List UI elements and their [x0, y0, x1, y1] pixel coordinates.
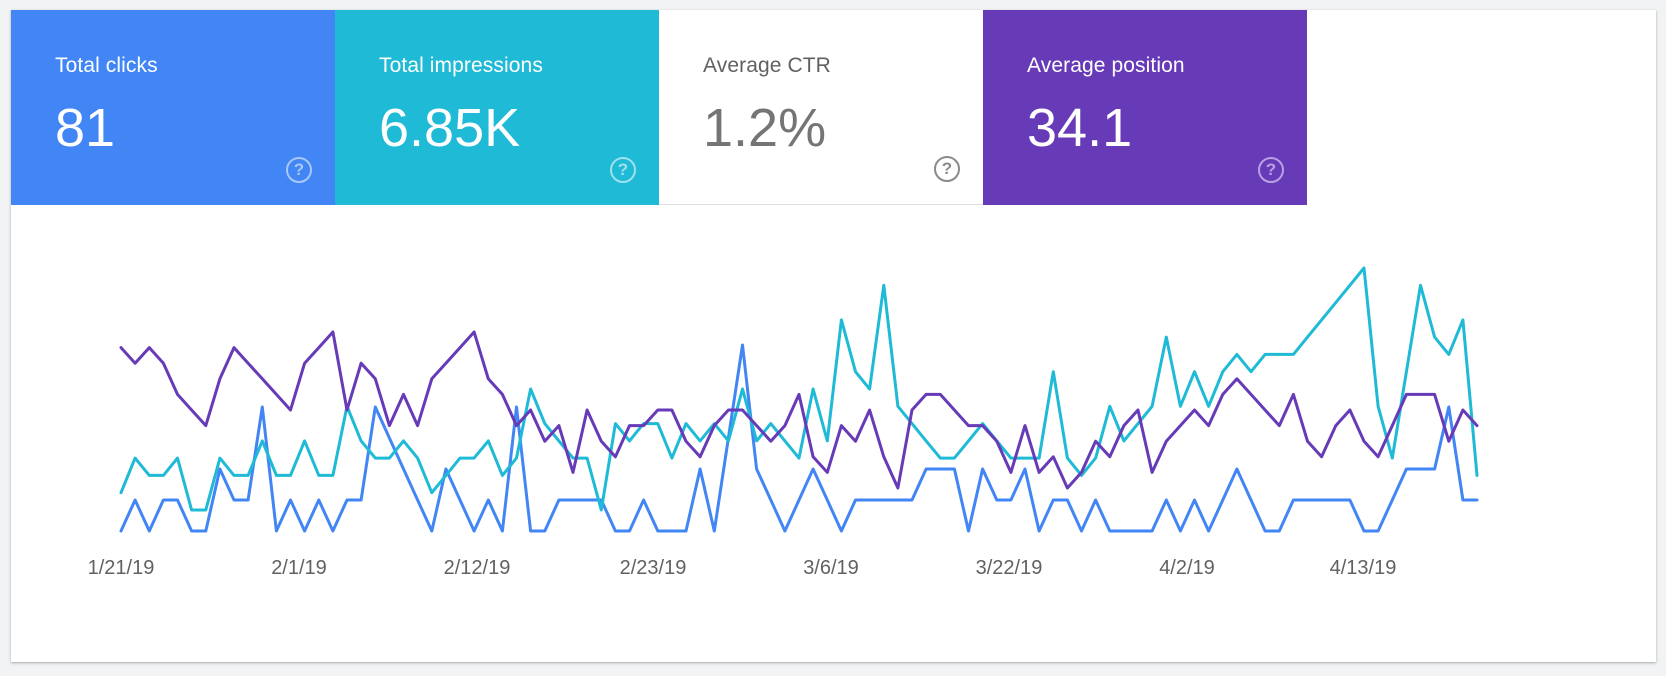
x-tick-label: 4/13/19 — [1330, 557, 1397, 579]
metric-total-clicks[interactable]: Total clicks 81 ? — [11, 10, 335, 205]
performance-card: Total clicks 81 ? Total impressions 6.85… — [11, 10, 1656, 662]
series-line-total-clicks — [119, 343, 1479, 533]
metric-value: 81 — [55, 98, 116, 158]
metric-tabs: Total clicks 81 ? Total impressions 6.85… — [11, 10, 1307, 205]
help-circle-icon[interactable]: ? — [934, 156, 960, 182]
metric-value: 1.2% — [703, 98, 827, 158]
x-tick-label: 3/6/19 — [803, 557, 859, 579]
metric-label: Total clicks — [55, 54, 158, 77]
x-tick-label: 2/23/19 — [620, 557, 687, 579]
help-circle-icon[interactable]: ? — [1258, 157, 1284, 183]
series-line-average-position — [119, 330, 1479, 490]
performance-chart: 1/21/19 2/1/19 2/12/19 2/23/19 3/6/19 3/22/19… — [88, 266, 1479, 579]
series-line-total-impressions — [119, 266, 1479, 512]
metric-average-ctr[interactable]: Average CTR 1.2% ? — [659, 10, 983, 205]
metric-label: Average CTR — [703, 54, 831, 77]
x-tick-label: 3/22/19 — [976, 557, 1043, 579]
help-circle-icon[interactable]: ? — [286, 157, 312, 183]
metric-average-position[interactable]: Average position 34.1 ? — [983, 10, 1307, 205]
x-tick-label: 2/1/19 — [271, 557, 327, 579]
help-circle-icon[interactable]: ? — [610, 157, 636, 183]
metric-label: Average position — [1027, 54, 1185, 77]
x-tick-label: 1/21/19 — [88, 557, 155, 579]
metric-label: Total impressions — [379, 54, 543, 77]
x-tick-label: 2/12/19 — [444, 557, 511, 579]
metric-value: 6.85K — [379, 98, 521, 158]
x-tick-label: 4/2/19 — [1159, 557, 1215, 579]
metric-value: 34.1 — [1027, 98, 1133, 158]
metric-total-impressions[interactable]: Total impressions 6.85K ? — [335, 10, 659, 205]
